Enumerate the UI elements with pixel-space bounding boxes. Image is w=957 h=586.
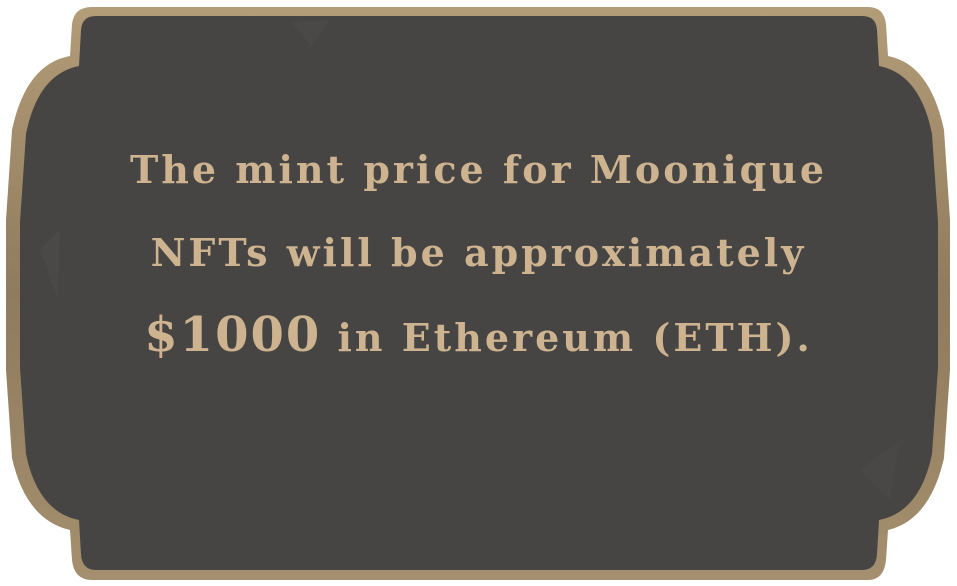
plaque-panel: [20, 16, 938, 570]
message-text-before: The mint price for Moonique NFTs will be…: [129, 147, 828, 275]
message-text-after: in Ethereum (ETH).: [321, 315, 813, 360]
price-value: $1000: [144, 307, 322, 363]
mint-price-message: The mint price for Moonique NFTs will be…: [120, 128, 837, 379]
